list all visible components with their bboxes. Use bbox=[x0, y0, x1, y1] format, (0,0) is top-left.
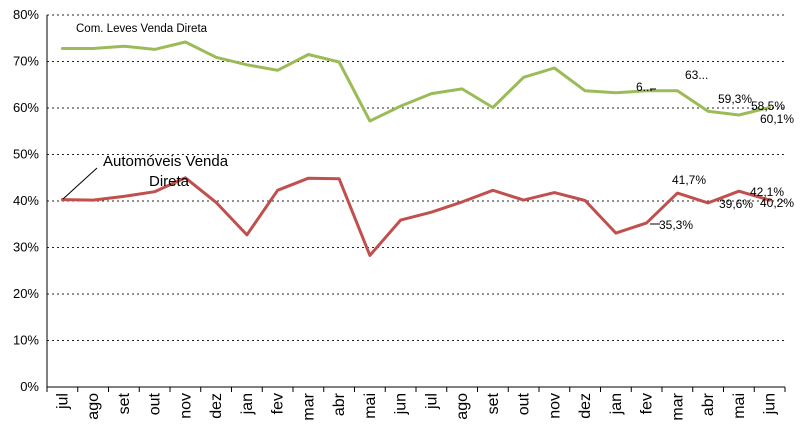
x-tick-label: jan bbox=[239, 393, 256, 415]
x-tick-label: jul bbox=[54, 393, 71, 410]
x-tick-label: nov bbox=[546, 393, 563, 419]
x-tick-label: jun bbox=[762, 393, 779, 415]
x-tick-labels: jul ago set out nov dez jan fev mar abr mai jun jul a… bbox=[54, 392, 778, 420]
automoveis-series-line bbox=[60, 176, 772, 257]
com-leves-label-mai: 58,5% bbox=[751, 99, 785, 113]
y-tick-label: 50% bbox=[13, 147, 39, 162]
y-tick-label: 30% bbox=[13, 240, 39, 255]
x-tick-label: jan bbox=[608, 393, 625, 415]
x-tick-label: dez bbox=[577, 393, 594, 419]
y-tick-label: 20% bbox=[13, 286, 39, 301]
com-leves-series-name: Com. Leves Venda Direta bbox=[76, 23, 208, 35]
y-tick-labels: 0% 10% 20% 30% 40% 50% 60% 70% 80% bbox=[13, 7, 39, 394]
gridlines bbox=[47, 14, 785, 341]
x-tick-label: out bbox=[516, 392, 533, 415]
automoveis-label-mar: 41,7% bbox=[672, 173, 706, 187]
automoveis-leader-line bbox=[62, 167, 98, 200]
x-tick-label: fev bbox=[639, 393, 656, 414]
x-tick-label: mar bbox=[669, 392, 686, 420]
y-tick-label: 40% bbox=[13, 193, 39, 208]
automoveis-label-jun: 40,2% bbox=[760, 196, 794, 210]
automoveis-label-abr: 39,6% bbox=[719, 197, 753, 211]
x-tick-label: abr bbox=[331, 392, 348, 416]
x-tick-label: abr bbox=[700, 392, 717, 416]
x-tick-label: set bbox=[116, 392, 133, 414]
x-tick-label: mai bbox=[362, 393, 379, 419]
y-tick-label: 0% bbox=[20, 379, 39, 394]
x-tick-label: mar bbox=[300, 392, 317, 420]
y-tick-label: 10% bbox=[13, 333, 39, 348]
x-tick-label: dez bbox=[208, 393, 225, 419]
x-tick-label: jul bbox=[423, 393, 440, 410]
x-tick-label: fev bbox=[270, 393, 287, 414]
y-tick-label: 60% bbox=[13, 100, 39, 115]
series-lines bbox=[60, 40, 772, 257]
automoveis-series-name-line1: Automóveis Venda bbox=[103, 153, 229, 170]
automoveis-label-fev: 35,3% bbox=[659, 218, 693, 232]
x-tick-label: out bbox=[147, 392, 164, 415]
x-tick-label: ago bbox=[85, 393, 102, 420]
com-leves-label-abr: 59,3% bbox=[718, 92, 752, 106]
y-tick-label: 80% bbox=[13, 7, 39, 22]
com-leves-label-jun: 60,1% bbox=[760, 112, 794, 126]
automoveis-series-name-line2: Direta bbox=[149, 173, 190, 190]
x-tick-label: set bbox=[485, 392, 502, 414]
annotations: Com. Leves Venda Direta Automóveis Venda… bbox=[62, 23, 794, 232]
x-tick-label: jun bbox=[393, 393, 410, 415]
x-tick-label: ago bbox=[454, 393, 471, 420]
com-leves-series-line bbox=[60, 40, 772, 123]
y-tick-label: 70% bbox=[13, 54, 39, 69]
automoveis-label-mai: 42,1% bbox=[750, 185, 784, 199]
axes bbox=[46, 15, 786, 392]
com-leves-label-fev: 6... bbox=[636, 80, 653, 94]
x-tick-label: nov bbox=[177, 393, 194, 419]
com-leves-label-mar: 63... bbox=[685, 68, 708, 82]
x-tick-label: mai bbox=[731, 393, 748, 419]
